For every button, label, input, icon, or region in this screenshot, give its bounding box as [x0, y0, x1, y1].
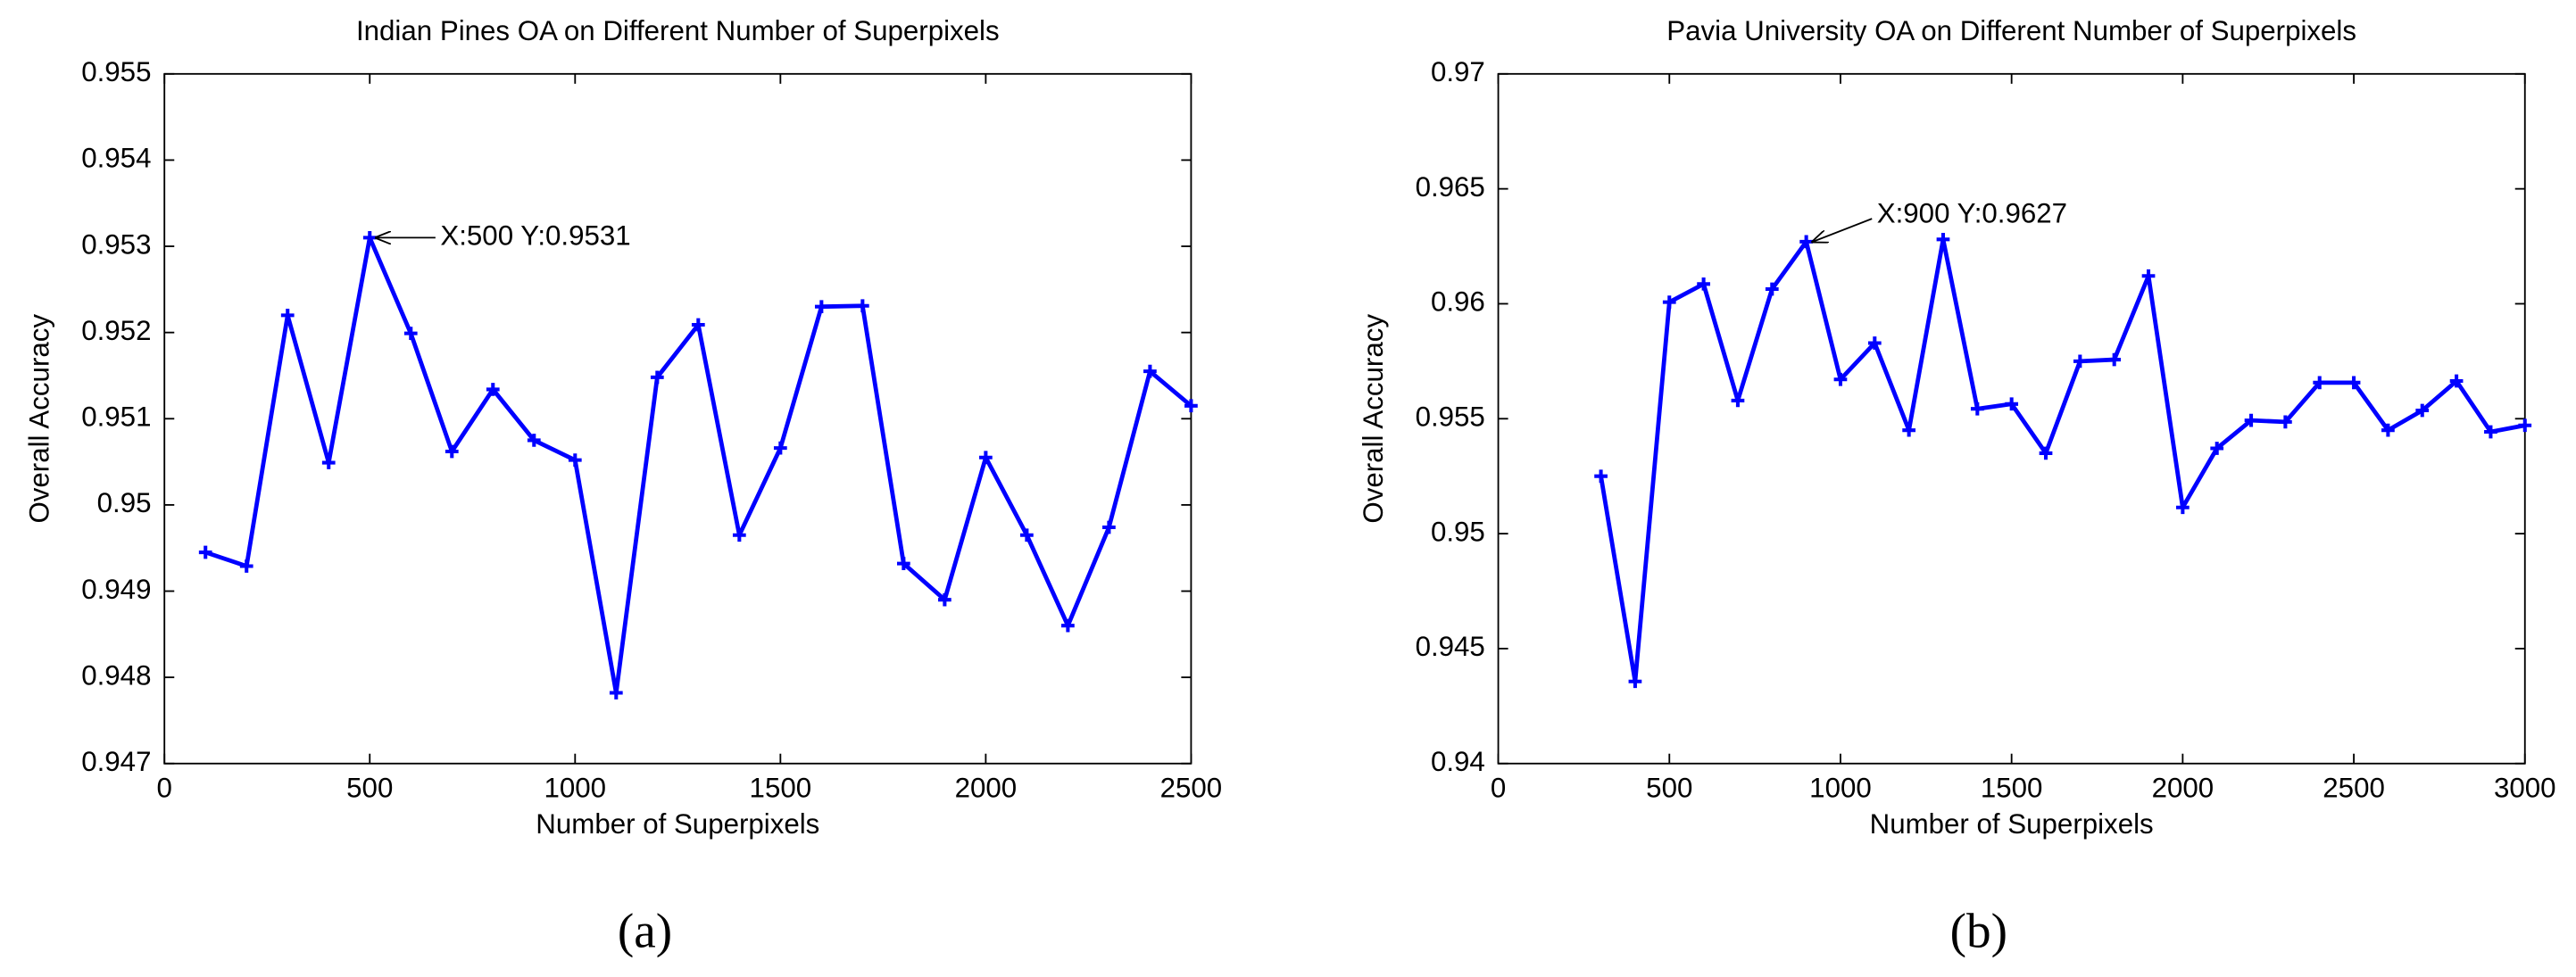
x-axis-label: Number of Superpixels — [536, 808, 819, 840]
data-point — [2449, 374, 2464, 388]
x-tick-label: 500 — [346, 772, 393, 803]
data-point — [1061, 618, 1075, 633]
x-tick-label: 500 — [1646, 772, 1692, 803]
data-point — [814, 300, 828, 314]
data-point — [2244, 413, 2258, 427]
data-point — [568, 453, 582, 468]
x-tick-label: 2500 — [1160, 772, 1223, 803]
x-tick-label: 1000 — [1809, 772, 1872, 803]
data-point — [321, 456, 336, 469]
y-tick-label: 0.95 — [1431, 516, 1485, 547]
y-tick-label: 0.955 — [81, 56, 151, 87]
data-point — [1833, 372, 1848, 386]
y-tick-label: 0.954 — [81, 143, 151, 174]
data-point — [403, 327, 418, 340]
data-point — [1731, 393, 1745, 408]
data-point — [979, 451, 993, 465]
chart-title: Indian Pines OA on Different Number of S… — [356, 15, 1000, 46]
data-point — [486, 383, 500, 396]
data-point — [2107, 352, 2122, 367]
data-point — [1020, 528, 1034, 542]
data-point — [938, 592, 951, 607]
data-point — [1697, 277, 1710, 291]
data-point — [896, 557, 910, 570]
chart-title: Pavia University OA on Different Number … — [1666, 15, 2356, 46]
x-tick-label: 1500 — [750, 772, 812, 803]
data-point — [1936, 232, 1950, 246]
y-tick-label: 0.945 — [1416, 631, 1485, 662]
y-tick-label: 0.97 — [1431, 56, 1485, 87]
data-point — [2176, 501, 2190, 515]
data-point — [362, 231, 377, 244]
caption: (b) — [1950, 904, 2007, 958]
x-tick-label: 1000 — [544, 772, 607, 803]
data-point — [2005, 397, 2019, 411]
data-line — [1599, 236, 2526, 684]
annotation: X:900 Y:0.9627 — [1877, 198, 2067, 229]
data-point — [527, 434, 541, 447]
data-point — [1594, 469, 1608, 484]
data-point — [1867, 336, 1882, 350]
data-point — [2279, 415, 2292, 429]
annotation-arrow — [1813, 218, 1873, 242]
data-point — [198, 545, 212, 559]
annotation: X:500 Y:0.9531 — [440, 220, 630, 252]
y-tick-label: 0.953 — [81, 228, 151, 260]
data-point — [1662, 295, 1676, 310]
data-point — [732, 528, 746, 542]
x-tick-label: 2000 — [955, 772, 1018, 803]
data-point — [445, 444, 459, 459]
y-tick-label: 0.95 — [97, 487, 152, 518]
data-point — [2518, 418, 2532, 433]
y-tick-label: 0.948 — [81, 659, 151, 691]
x-tick-label: 0 — [1491, 772, 1506, 803]
data-point — [239, 559, 253, 573]
data-point — [1970, 402, 1984, 416]
y-tick-label: 0.955 — [1416, 402, 1485, 433]
x-tick-label: 2000 — [2152, 772, 2215, 803]
data-point — [280, 308, 295, 322]
data-point — [773, 441, 787, 455]
data-point — [691, 318, 705, 332]
data-point — [609, 686, 623, 700]
data-point — [2313, 376, 2327, 390]
y-tick-label: 0.94 — [1431, 746, 1485, 777]
data-point — [1628, 675, 1642, 689]
caption: (a) — [618, 904, 672, 958]
data-point — [2210, 442, 2224, 455]
y-tick-label: 0.96 — [1431, 286, 1485, 318]
x-tick-label: 3000 — [2494, 772, 2556, 803]
x-axis-label: Number of Superpixels — [1870, 808, 2154, 840]
y-tick-label: 0.965 — [1416, 171, 1485, 203]
data-point — [1765, 282, 1779, 296]
data-point — [2381, 423, 2395, 437]
x-tick-label: 0 — [157, 772, 172, 803]
data-point — [855, 299, 869, 313]
x-tick-label: 2500 — [2323, 772, 2385, 803]
data-point — [2141, 269, 2156, 283]
x-tick-label: 1500 — [1981, 772, 2043, 803]
data-point — [2039, 446, 2053, 460]
data-point — [650, 370, 664, 385]
y-axis-label: Overall Accuracy — [23, 314, 54, 524]
data-point — [1902, 423, 1916, 437]
y-tick-label: 0.947 — [81, 746, 151, 777]
data-point — [2073, 354, 2087, 368]
data-point — [1143, 364, 1157, 378]
y-axis-label: Overall Accuracy — [1358, 314, 1389, 524]
data-point — [1102, 520, 1116, 534]
data-point — [2347, 376, 2361, 390]
data-point — [1184, 399, 1198, 413]
plot-area — [1497, 72, 2526, 765]
y-tick-label: 0.951 — [81, 402, 151, 433]
data-point — [2415, 403, 2430, 418]
y-tick-label: 0.949 — [81, 574, 151, 605]
data-point — [2484, 425, 2497, 439]
y-tick-label: 0.952 — [81, 315, 151, 346]
